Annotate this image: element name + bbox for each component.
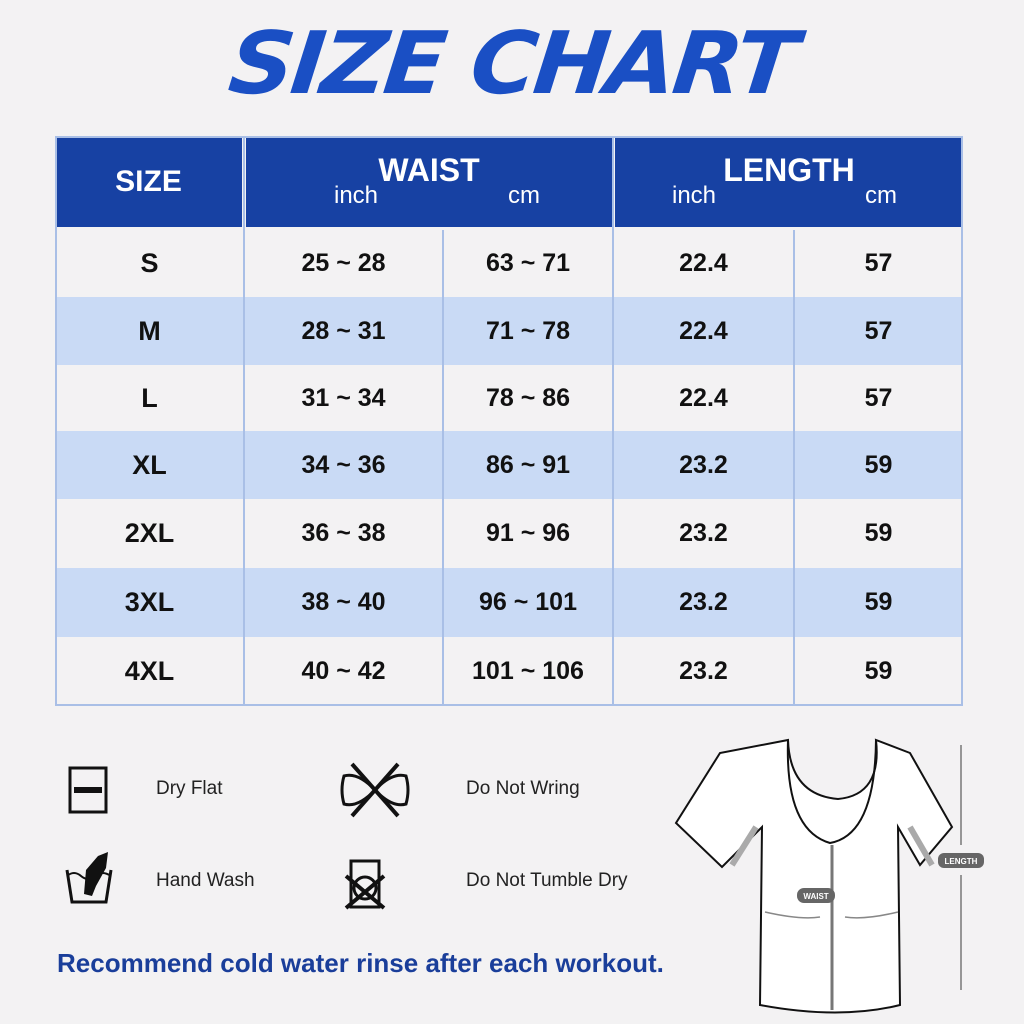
care-label-do-not-tumble-dry: Do Not Tumble Dry: [466, 870, 628, 891]
cell-length-cm: 59: [864, 588, 893, 616]
cell-size: XL: [132, 449, 167, 480]
cell-length-cm: 59: [864, 656, 893, 685]
care-note: Recommend cold water rinse after each wo…: [57, 948, 664, 978]
cell-waist-cm: 71 ~ 78: [485, 316, 571, 345]
table-row: [55, 499, 963, 568]
care-label-do-not-wring: Do Not Wring: [466, 778, 580, 799]
cell-waist-cm: 86 ~ 91: [485, 450, 571, 479]
care-label-dry-flat: Dry Flat: [156, 778, 223, 799]
cell-length-inch: 23.2: [679, 588, 728, 616]
cell-waist-inch: 28 ~ 31: [301, 316, 386, 345]
length-label: LENGTH: [945, 857, 978, 866]
page-title: SIZE CHART: [224, 14, 800, 114]
column-divider: [612, 136, 614, 705]
table-row: [55, 568, 963, 637]
header-waist-group: WAIST inch cm: [246, 136, 612, 227]
cell-size: 3XL: [124, 587, 175, 617]
cell-length-cm: 59: [864, 519, 893, 547]
cell-size: L: [141, 382, 158, 413]
cell-size: M: [138, 315, 161, 346]
cell-waist-cm: 78 ~ 86: [485, 383, 571, 412]
header-length: LENGTH: [723, 152, 855, 188]
cell-size: 2XL: [124, 518, 175, 548]
cell-size: S: [140, 248, 159, 278]
column-divider: [243, 136, 245, 705]
column-divider: [793, 230, 795, 705]
cell-length-inch: 22.4: [679, 316, 728, 345]
table-row: [55, 297, 963, 365]
cell-waist-cm: 101 ~ 106: [472, 656, 584, 685]
table-row: [55, 431, 963, 499]
table-row: [55, 637, 963, 705]
cell-length-inch: 22.4: [679, 383, 728, 412]
header-waist-cm: cm: [508, 182, 540, 209]
cell-length-inch: 23.2: [679, 656, 728, 685]
hand-wash-icon: [65, 852, 113, 904]
table-border: [55, 136, 963, 706]
cell-waist-inch: 34 ~ 36: [301, 450, 386, 479]
cell-length-inch: 23.2: [679, 450, 728, 479]
cell-length-cm: 57: [864, 316, 893, 345]
cell-waist-inch: 36 ~ 38: [301, 519, 386, 547]
dry-flat-icon: [68, 766, 108, 814]
do-not-tumble-dry-icon: [344, 859, 386, 910]
header-length-group: LENGTH inch cm: [615, 136, 963, 227]
cell-waist-inch: 40 ~ 42: [301, 656, 386, 685]
column-divider: [442, 230, 444, 705]
cell-waist-cm: 91 ~ 96: [485, 519, 571, 547]
header-waist-inch: inch: [334, 182, 379, 209]
header-size: SIZE: [55, 136, 242, 227]
cell-size: 4XL: [124, 655, 175, 686]
cell-length-cm: 59: [864, 450, 893, 479]
cell-length-inch: 23.2: [679, 519, 728, 547]
cell-waist-cm: 63 ~ 71: [485, 249, 571, 277]
cell-waist-cm: 96 ~ 101: [478, 588, 577, 616]
header-length-inch: inch: [672, 182, 717, 209]
do-not-wring-icon: [340, 762, 410, 818]
cell-length-cm: 57: [864, 383, 893, 412]
care-label-hand-wash: Hand Wash: [156, 870, 255, 891]
garment-diagram: WAIST LENGTH: [674, 738, 984, 1014]
cell-waist-inch: 31 ~ 34: [301, 383, 386, 412]
cell-waist-inch: 38 ~ 40: [301, 588, 386, 616]
header-waist: WAIST: [378, 152, 480, 188]
cell-waist-inch: 25 ~ 28: [301, 249, 386, 277]
table-row: [55, 230, 963, 297]
table-row: [55, 365, 963, 431]
waist-label: WAIST: [803, 892, 828, 901]
header-length-cm: cm: [865, 182, 897, 209]
cell-length-cm: 57: [864, 249, 893, 277]
cell-length-inch: 22.4: [679, 249, 728, 277]
